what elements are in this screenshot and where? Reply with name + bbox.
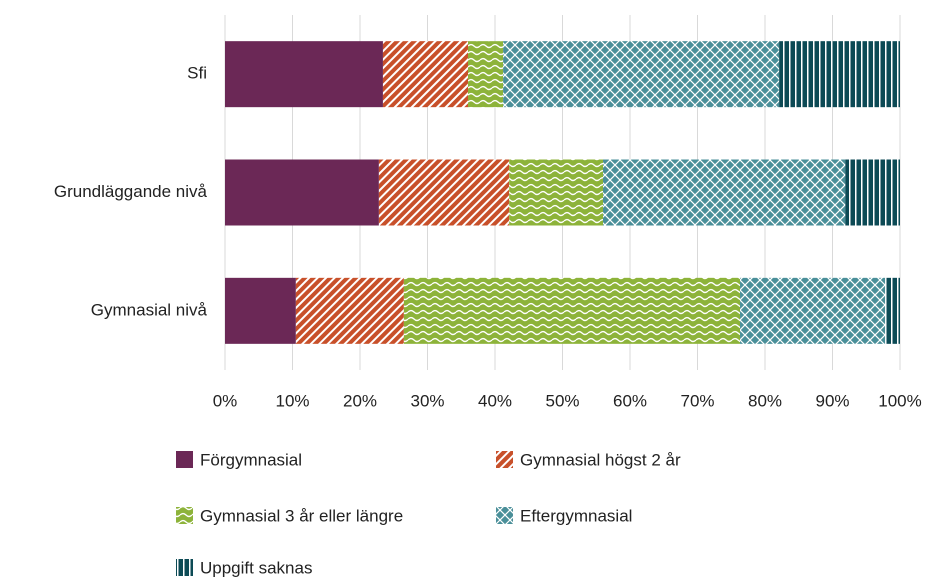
legend-label: Eftergymnasial (520, 506, 632, 525)
x-tick-label: 80% (748, 391, 782, 410)
legend-swatch (496, 451, 513, 468)
bar-segment (503, 41, 780, 108)
x-tick-label: 20% (343, 391, 377, 410)
x-tick-label: 10% (275, 391, 309, 410)
bar-segment (845, 159, 900, 226)
y-tick-label: Gymnasial nivå (91, 300, 208, 319)
bar-segment (382, 41, 468, 108)
bar-segment (225, 277, 296, 344)
legend-label: Förgymnasial (200, 450, 302, 469)
bar-segment (468, 41, 504, 108)
bar-segment (885, 277, 900, 344)
bar-segment (225, 159, 379, 226)
x-tick-label: 100% (878, 391, 921, 410)
x-tick-label: 60% (613, 391, 647, 410)
x-tick-label: 0% (213, 391, 238, 410)
bar-segment (779, 41, 900, 108)
x-tick-label: 70% (680, 391, 714, 410)
bar-segment (740, 277, 886, 344)
bar-segment (295, 277, 404, 344)
x-tick-label: 30% (410, 391, 444, 410)
y-tick-label: Grundläggande nivå (54, 182, 208, 201)
bar-segment (603, 159, 846, 226)
legend-label: Gymnasial 3 år eller längre (200, 506, 403, 525)
x-tick-label: 50% (545, 391, 579, 410)
bar-segment (403, 277, 741, 344)
legend-swatch (176, 507, 193, 524)
legend-swatch (496, 507, 513, 524)
bar-segment (225, 41, 383, 108)
legend-label: Uppgift saknas (200, 558, 312, 577)
legend-swatch (176, 559, 193, 576)
x-tick-label: 40% (478, 391, 512, 410)
legend-swatch (176, 451, 193, 468)
y-tick-label: Sfi (187, 64, 207, 83)
bar-segment (378, 159, 510, 226)
legend-label: Gymnasial högst 2 år (520, 450, 681, 469)
x-tick-label: 90% (815, 391, 849, 410)
bar-segment (509, 159, 603, 226)
